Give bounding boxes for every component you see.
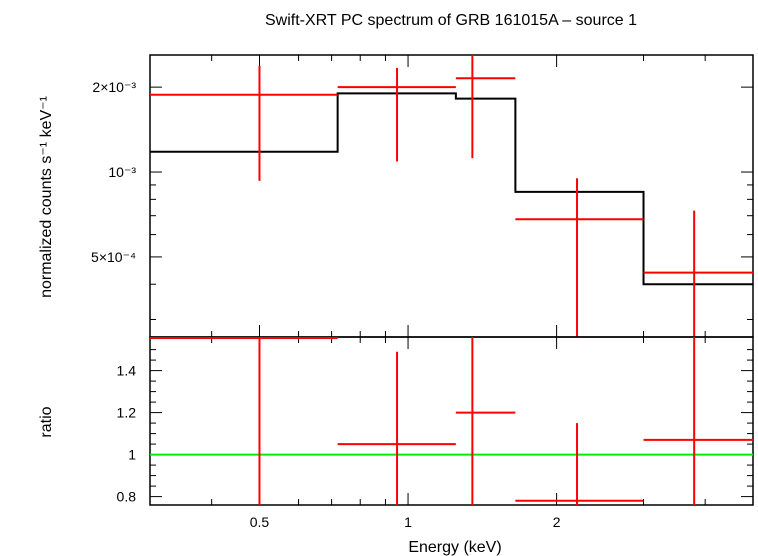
ratio-y-tick-label: 1.2 (117, 405, 137, 421)
spectrum-y-tick-label: 2×10⁻³ (92, 79, 136, 95)
ratio-frame (149, 336, 754, 506)
ratio-y-tick-label: 1.4 (117, 363, 137, 379)
model-step-line (150, 92, 753, 286)
spectrum-panel: 5×10⁻⁴ 10⁻³ 2×10⁻³ (91, 54, 754, 338)
x-tick-label: 0.5 (250, 514, 270, 530)
spectrum-frame (149, 54, 754, 338)
spectrum-y-axis-label: normalized counts s⁻¹ keV⁻¹ (38, 96, 55, 298)
chart-title: Swift-XRT PC spectrum of GRB 161015A – s… (265, 12, 637, 29)
ratio-y-axis-label: ratio (38, 406, 55, 437)
ratio-y-tick-label: 0.8 (117, 489, 137, 505)
ratio-panel: 0.8 1 1.2 1.4 0.5 1 2 (117, 336, 754, 530)
spectrum-y-tick-label: 5×10⁻⁴ (91, 249, 136, 265)
x-tick-label: 1 (404, 514, 412, 530)
ratio-y-tick-label: 1 (128, 447, 136, 463)
x-axis-label: Energy (keV) (408, 539, 501, 556)
spectrum-y-tick-label: 10⁻³ (108, 164, 136, 180)
x-tick-label: 2 (553, 514, 561, 530)
